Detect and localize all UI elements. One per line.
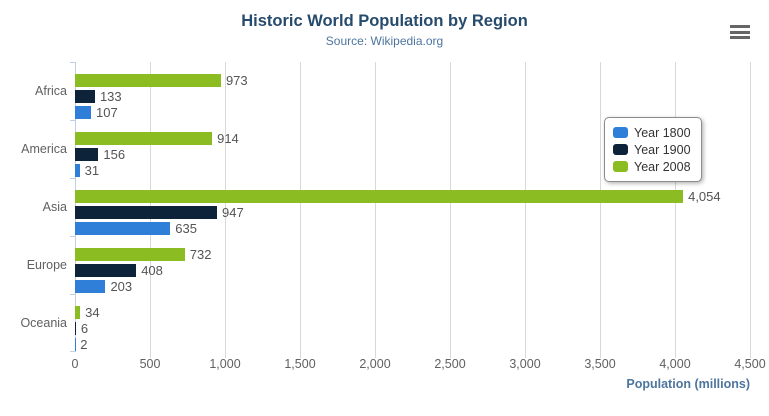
bar-row: 156 [75, 148, 750, 161]
bar-row: 635 [75, 222, 750, 235]
x-tick-label: 1,000 [209, 357, 241, 371]
bar-row: 133 [75, 90, 750, 103]
bar-africa-year-1800[interactable] [75, 106, 92, 119]
x-tick-label: 3,500 [584, 357, 616, 371]
bar-row: 947 [75, 206, 750, 219]
bar-america-year-1800[interactable] [75, 164, 80, 177]
y-axis-tick [70, 236, 75, 237]
bar-row: 914 [75, 132, 750, 145]
y-axis-label-europe: Europe [26, 258, 67, 272]
gridline [375, 62, 376, 358]
chart-title: Historic World Population by Region [241, 12, 528, 30]
bar-row: 973 [75, 74, 750, 87]
bar-value-label: 947 [222, 205, 244, 220]
hamburger-menu-icon [730, 36, 750, 39]
bar-row: 408 [75, 264, 750, 277]
category-group-asia: 4,054 947 635 [75, 178, 750, 236]
gridline [300, 62, 301, 358]
bar-asia-year-1900[interactable] [75, 206, 218, 219]
context-menu-button[interactable] [730, 25, 750, 39]
legend-label: Year 1900 [634, 142, 691, 157]
bar-oceania-year-2008[interactable] [75, 306, 81, 319]
bar-row: 732 [75, 248, 750, 261]
x-tick-label: 0 [71, 357, 79, 371]
bar-asia-year-1800[interactable] [75, 222, 171, 235]
bar-row: 2 [75, 338, 750, 351]
x-tick-label: 2,000 [359, 357, 391, 371]
bar-america-year-1900[interactable] [75, 148, 99, 161]
plot-area: 973 133 107 914 156 31 4,054 947 635 732 408 203 34 6… [70, 62, 751, 358]
y-axis-tick [70, 178, 75, 179]
x-tick-label: 2,500 [434, 357, 466, 371]
y-axis-label-asia: Asia [42, 200, 67, 214]
legend-item-year-1900[interactable]: Year 1900 [613, 141, 691, 158]
legend-label: Year 2008 [634, 159, 691, 174]
x-tick-label: 1,500 [284, 357, 316, 371]
y-axis-label-africa: Africa [35, 84, 67, 98]
bar-row: 34 [75, 306, 750, 319]
y-axis-label-oceania: Oceania [20, 316, 67, 330]
bar-value-label: 156 [103, 147, 126, 162]
bar-value-label: 732 [189, 247, 212, 262]
x-axis-title: Population (millions) [626, 377, 750, 391]
bar-oceania-year-1900[interactable] [75, 322, 76, 335]
bar-value-label: 914 [217, 131, 239, 146]
bar-europe-year-1800[interactable] [75, 280, 106, 293]
gridline [450, 62, 451, 358]
bar-europe-year-2008[interactable] [75, 248, 185, 261]
category-group-oceania: 34 6 2 [75, 294, 750, 352]
bar-africa-year-1900[interactable] [75, 90, 95, 103]
y-axis-tick [70, 120, 75, 121]
bar-value-label: 203 [110, 279, 133, 294]
bar-europe-year-1900[interactable] [75, 264, 137, 277]
x-tick-label: 4,000 [659, 357, 691, 371]
y-axis-label-america: America [21, 142, 67, 156]
y-axis-tick [70, 351, 75, 352]
bar-row: 31 [75, 164, 750, 177]
category-group-america: 914 156 31 [75, 120, 750, 178]
bar-africa-year-2008[interactable] [75, 74, 221, 87]
y-axis-tick [70, 294, 75, 295]
bar-row: 107 [75, 106, 750, 119]
category-group-europe: 732 408 203 [75, 236, 750, 294]
gridline [675, 62, 676, 358]
gridline [525, 62, 526, 358]
x-tick-label: 3,000 [509, 357, 541, 371]
gridline [225, 62, 226, 358]
x-tick-label: 500 [139, 357, 161, 371]
legend-item-year-2008[interactable]: Year 2008 [613, 158, 691, 175]
bar-value-label: 2 [80, 337, 88, 352]
bar-value-label: 133 [99, 89, 122, 104]
gridline [750, 62, 751, 358]
chart-subtitle: Source: Wikipedia.org [325, 34, 444, 48]
bar-value-label: 6 [80, 321, 89, 336]
bar-value-label: 973 [225, 73, 248, 88]
bar-row: 4,054 [75, 190, 750, 203]
legend-swatch-icon [613, 144, 628, 155]
bar-asia-year-2008[interactable] [75, 190, 684, 203]
bar-row: 203 [75, 280, 750, 293]
legend-item-year-1800[interactable]: Year 1800 [613, 124, 691, 141]
y-axis-tick [70, 62, 75, 63]
hamburger-menu-icon [730, 25, 750, 28]
bar-value-label: 107 [96, 105, 118, 120]
bar-row: 6 [75, 322, 750, 335]
gridline [600, 62, 601, 358]
legend: Year 1800 Year 1900 Year 2008 [604, 117, 702, 182]
legend-swatch-icon [613, 127, 628, 138]
bar-value-label: 635 [175, 221, 197, 236]
bar-value-label: 34 [85, 305, 100, 320]
bar-value-label: 4,054 [688, 189, 721, 204]
legend-swatch-icon [613, 161, 628, 172]
hamburger-menu-icon [730, 30, 750, 34]
x-tick-label: 4,500 [734, 357, 766, 371]
legend-label: Year 1800 [634, 125, 691, 140]
bar-value-label: 31 [84, 163, 100, 178]
bar-value-label: 408 [141, 263, 163, 278]
category-group-africa: 973 133 107 [75, 62, 750, 120]
bar-america-year-2008[interactable] [75, 132, 213, 145]
